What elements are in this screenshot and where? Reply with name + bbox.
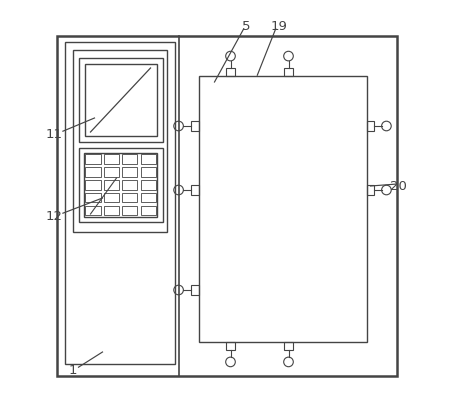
- Bar: [85, 180, 100, 190]
- Bar: [122, 167, 137, 177]
- Bar: [366, 121, 374, 131]
- Bar: [85, 64, 157, 136]
- Bar: [140, 180, 156, 190]
- Bar: [140, 193, 156, 202]
- Bar: [104, 206, 119, 215]
- Text: 5: 5: [242, 20, 251, 32]
- Bar: [140, 167, 156, 177]
- Text: 12: 12: [46, 210, 63, 222]
- Bar: [79, 148, 162, 222]
- Bar: [122, 154, 137, 164]
- Bar: [104, 154, 119, 164]
- Bar: [73, 50, 166, 232]
- Bar: [79, 58, 162, 142]
- Bar: [191, 121, 199, 131]
- Bar: [122, 193, 137, 202]
- Bar: [122, 180, 137, 190]
- Bar: [104, 193, 119, 202]
- Bar: [65, 42, 174, 364]
- Bar: [85, 154, 100, 164]
- Bar: [85, 167, 100, 177]
- Bar: [226, 342, 235, 350]
- Bar: [366, 185, 374, 195]
- Text: 11: 11: [46, 128, 63, 140]
- Bar: [57, 36, 397, 376]
- Bar: [85, 206, 100, 215]
- Bar: [85, 193, 100, 202]
- Bar: [226, 68, 235, 76]
- Bar: [104, 167, 119, 177]
- Bar: [191, 185, 199, 195]
- Bar: [140, 206, 156, 215]
- Bar: [191, 285, 199, 295]
- Bar: [284, 342, 293, 350]
- Text: 20: 20: [390, 180, 407, 192]
- Text: 19: 19: [270, 20, 287, 32]
- Text: 1: 1: [68, 364, 77, 376]
- Bar: [284, 68, 293, 76]
- Bar: [104, 180, 119, 190]
- Bar: [199, 76, 366, 342]
- Bar: [122, 206, 137, 215]
- Bar: [84, 153, 157, 217]
- Bar: [140, 154, 156, 164]
